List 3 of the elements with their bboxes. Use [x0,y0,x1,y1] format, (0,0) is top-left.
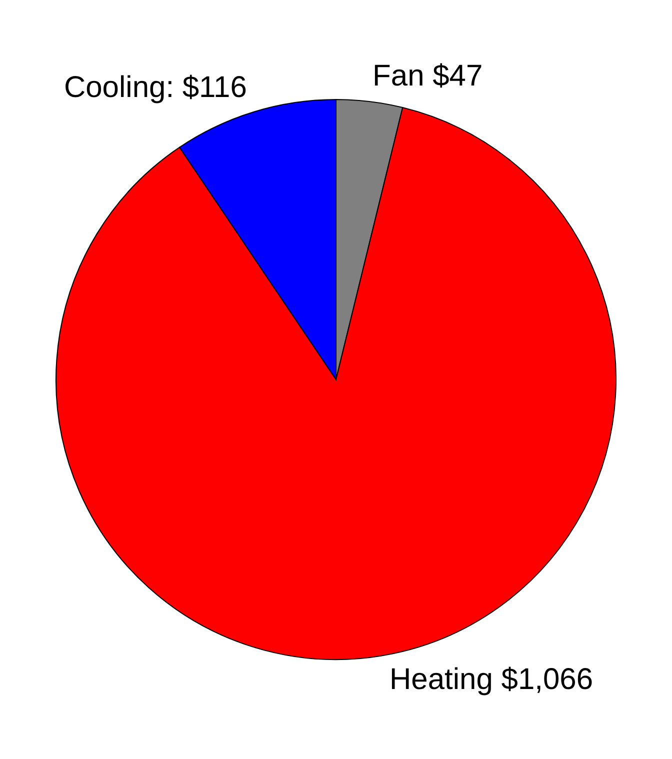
slice-label: Heating $1,066 [390,662,594,696]
slice-label: Fan $47 [372,60,483,93]
slice-label: Cooling: $116 [64,70,247,104]
